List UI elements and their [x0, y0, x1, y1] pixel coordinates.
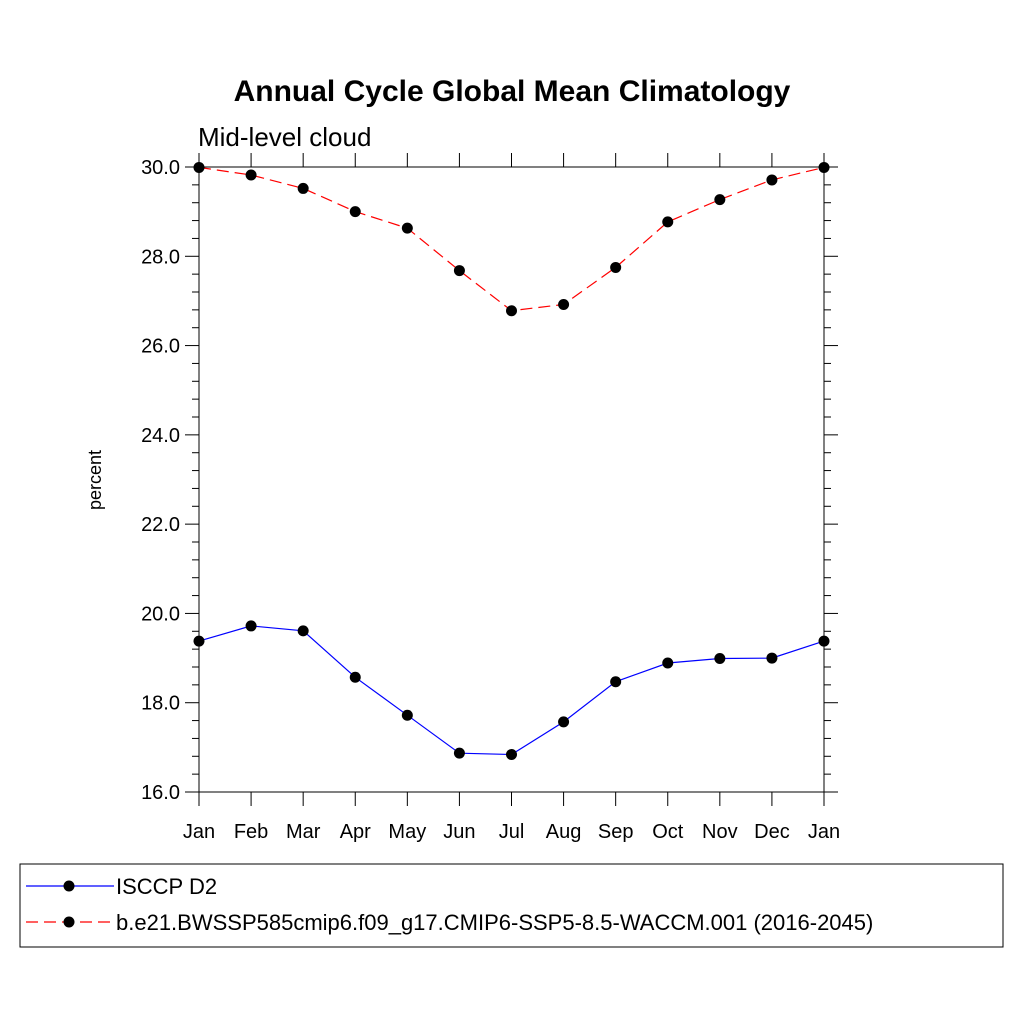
series-1-point	[714, 653, 726, 665]
x-tick-label: Mar	[286, 821, 321, 843]
legend: ISCCP D2 b.e21.BWSSP585cmip6.f09_g17.CMIP…	[26, 874, 873, 935]
x-tick-label: Nov	[702, 821, 738, 843]
series-2-point	[662, 216, 674, 228]
series-2-point	[610, 261, 622, 273]
y-tick-label: 26.0	[141, 336, 180, 358]
series-2-point	[245, 169, 257, 181]
y-tick-label: 30.0	[141, 157, 180, 179]
series-1-point	[349, 671, 361, 683]
series-1-point	[297, 625, 309, 637]
legend-marker-1	[63, 880, 75, 892]
y-tick-label: 16.0	[141, 782, 180, 804]
x-tick-label: Jun	[443, 821, 475, 843]
plot-frame	[198, 166, 825, 793]
series-2-point	[297, 182, 309, 194]
series-line-1	[198, 625, 825, 756]
series-2-point	[766, 174, 778, 186]
series-1-point	[453, 747, 465, 759]
y-tick-label: 28.0	[141, 246, 180, 268]
x-tick-label: Sep	[598, 821, 634, 843]
series-2-point	[453, 265, 465, 277]
x-tick-label: Apr	[340, 821, 371, 843]
x-tick-label: Aug	[546, 821, 582, 843]
series-1-point	[558, 716, 570, 728]
chart-title: Annual Cycle Global Mean Climatology	[234, 75, 791, 108]
x-tick-label: Dec	[754, 821, 790, 843]
y-axis-label: percent	[85, 450, 105, 510]
series-2-point	[558, 299, 570, 310]
legend-label-1: ISCCP D2	[116, 874, 217, 899]
series-1-point	[245, 620, 257, 632]
series-1-point	[193, 635, 205, 647]
series-layer	[193, 161, 830, 760]
legend-box	[19, 863, 1004, 948]
series-1-point	[401, 709, 413, 721]
series-1-point	[818, 635, 830, 647]
series-1-point	[610, 676, 622, 688]
series-2-point	[401, 222, 413, 234]
series-2-point	[818, 161, 830, 173]
chart-subtitle: Mid-level cloud	[198, 122, 371, 152]
legend-marker-2	[63, 916, 75, 928]
series-2-point	[714, 194, 726, 206]
x-tick-label: Oct	[652, 821, 684, 843]
series-1-point	[662, 657, 674, 669]
legend-label-2: b.e21.BWSSP585cmip6.f09_g17.CMIP6-SSP5-8…	[116, 910, 873, 935]
series-2-point	[506, 305, 517, 317]
plot-axes: Jan Feb Mar Apr May Jun Jul Aug Sep Oct Nov Dec Jan1…	[141, 153, 840, 843]
series-1-point	[506, 749, 517, 760]
x-tick-label: Feb	[234, 821, 268, 843]
series-2-point	[349, 206, 361, 218]
y-tick-label: 22.0	[141, 514, 180, 536]
y-tick-label: 20.0	[141, 603, 180, 625]
series-line-2	[198, 166, 825, 312]
x-tick-label: May	[388, 821, 426, 843]
x-tick-label: Jan	[183, 821, 215, 843]
x-tick-label: Jul	[499, 821, 525, 843]
x-tick-label: Jan	[808, 821, 840, 843]
series-1-point	[766, 652, 778, 664]
y-tick-label: 18.0	[141, 693, 180, 715]
series-2-point	[193, 161, 205, 173]
y-tick-label: 24.0	[141, 425, 180, 447]
